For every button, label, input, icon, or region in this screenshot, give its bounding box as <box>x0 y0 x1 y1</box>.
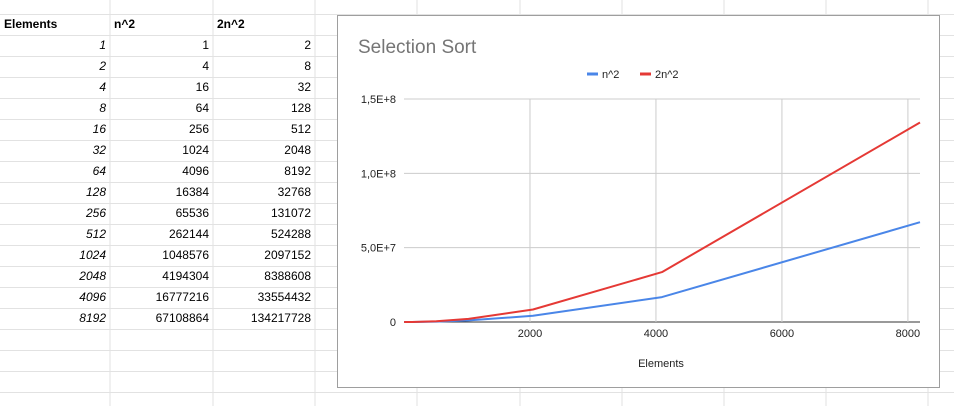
header-cell[interactable]: Elements <box>4 17 58 31</box>
table-cell[interactable]: 1024 <box>79 248 106 262</box>
y-tick-label: 5,0E+7 <box>361 243 396 255</box>
table-cell[interactable]: 512 <box>290 122 311 136</box>
table-cell[interactable]: 131072 <box>270 206 311 220</box>
x-axis-label: Elements <box>638 358 684 370</box>
table-cell[interactable]: 16777216 <box>155 290 209 304</box>
table-cell[interactable]: 32 <box>92 143 106 157</box>
table-cell[interactable]: 512 <box>85 227 106 241</box>
table-cell[interactable]: 256 <box>188 122 209 136</box>
table-cell[interactable]: 128 <box>85 185 106 199</box>
table-cell[interactable]: 4194304 <box>162 269 209 283</box>
table-cell[interactable]: 4096 <box>79 290 106 304</box>
table-cell[interactable]: 32768 <box>277 185 311 199</box>
legend-label: n^2 <box>602 69 619 81</box>
table-cell[interactable]: 256 <box>85 206 106 220</box>
table-cell[interactable]: 4 <box>99 80 106 94</box>
table-cell[interactable]: 8388608 <box>264 269 311 283</box>
legend-label: 2n^2 <box>655 69 679 81</box>
y-tick-label: 1,0E+8 <box>361 168 396 180</box>
table-cell[interactable]: 65536 <box>175 206 209 220</box>
x-tick-label: 8000 <box>896 328 920 340</box>
table-cell[interactable]: 1 <box>202 38 209 52</box>
table-cell[interactable]: 33554432 <box>257 290 311 304</box>
table-cell[interactable]: 8 <box>304 59 311 73</box>
table-cell[interactable]: 4 <box>202 59 209 73</box>
x-tick-label: 6000 <box>770 328 794 340</box>
x-tick-label: 2000 <box>518 328 542 340</box>
table-cell[interactable]: 2048 <box>284 143 311 157</box>
table-cell[interactable]: 128 <box>290 101 311 115</box>
table-cell[interactable]: 8 <box>99 101 106 115</box>
table-cell[interactable]: 16 <box>92 122 106 136</box>
header-cell[interactable]: 2n^2 <box>217 17 245 31</box>
table-cell[interactable]: 2097152 <box>264 248 311 262</box>
table-cell[interactable]: 262144 <box>168 227 209 241</box>
table-cell[interactable]: 8192 <box>79 311 106 325</box>
table-cell[interactable]: 16 <box>195 80 209 94</box>
table-cell[interactable]: 64 <box>195 101 209 115</box>
table-cell[interactable]: 64 <box>92 164 106 178</box>
table-cell[interactable]: 67108864 <box>155 311 209 325</box>
y-tick-label: 1,5E+8 <box>361 94 396 106</box>
chart-selection-sort[interactable]: Selection Sort Elements 0 5,0E+7 1,0E+8 1,5… <box>337 15 940 388</box>
table-cell[interactable]: 1048576 <box>162 248 209 262</box>
header-cell[interactable]: n^2 <box>114 17 136 31</box>
line-chart: Selection Sort Elements 0 5,0E+7 1,0E+8 1,5… <box>358 37 921 370</box>
y-tick-label: 0 <box>390 317 396 329</box>
table-cell[interactable]: 1024 <box>182 143 209 157</box>
table-cell[interactable]: 524288 <box>270 227 311 241</box>
table-cell[interactable]: 1 <box>99 38 106 52</box>
table-cell[interactable]: 2 <box>304 38 311 52</box>
table-cell[interactable]: 32 <box>297 80 311 94</box>
table-cell[interactable]: 2 <box>99 59 106 73</box>
chart-title: Selection Sort <box>358 37 477 58</box>
table-cell[interactable]: 4096 <box>182 164 209 178</box>
table-cell[interactable]: 8192 <box>284 164 311 178</box>
table-cell[interactable]: 2048 <box>79 269 106 283</box>
table-cell[interactable]: 16384 <box>175 185 209 199</box>
series-line-2n^2 <box>403 121 921 323</box>
x-tick-label: 4000 <box>644 328 668 340</box>
table-cell[interactable]: 134217728 <box>250 311 311 325</box>
